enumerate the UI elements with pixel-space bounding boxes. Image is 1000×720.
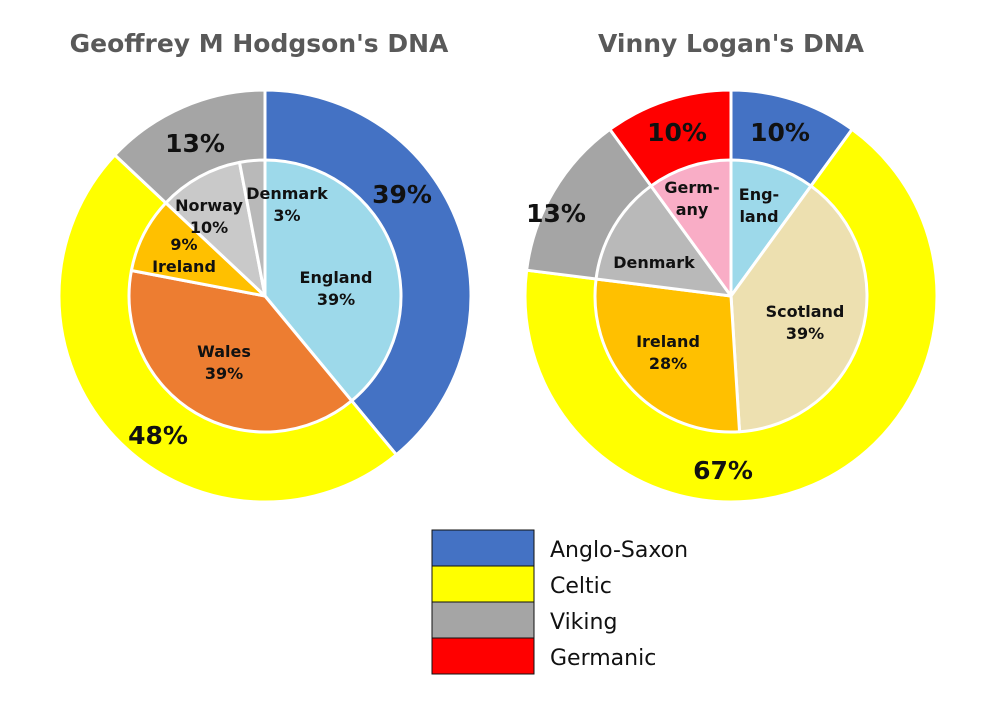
inner-label-wales: Wales 39% [197,342,251,383]
inner-label-germany: Germ-any [664,178,719,219]
inner-slice-denmark [594,184,733,298]
inner-label-line: 39% [317,290,355,309]
legend: Anglo-Saxon Celtic Viking Germanic [431,529,688,675]
outer-label-anglo-saxon: 10% [750,118,810,147]
inner-label-line: England [300,268,373,287]
inner-label-line: Norway [175,196,243,215]
inner-label-ireland: Ireland 28% [636,332,700,373]
inner-label-line: Denmark [246,184,328,203]
inner-slice-ireland [593,277,742,434]
inner-label-line: 28% [649,354,687,373]
inner-label-line: Denmark [613,253,695,272]
legend-swatch-viking [431,601,535,639]
legend-label-viking: Viking [550,610,617,635]
chart-title: Vinny Logan's DNA [598,29,865,58]
inner-label-line: Germ- [664,178,719,197]
inner-slice-england [263,158,403,403]
legend-label-celtic: Celtic [550,574,612,599]
outer-label-anglo-saxon: 39% [372,180,432,209]
inner-slice-scotland [729,184,869,434]
inner-label-line: Ireland [636,332,700,351]
chart-vinny: Vinny Logan's DNA 10% 67% 13% 10% Eng-land Sco… [523,29,939,504]
outer-label-celtic: 67% [693,456,753,485]
inner-label-denmark: Denmark [613,253,695,272]
inner-label-denmark: Denmark 3% [246,184,328,225]
inner-label-line: any [676,200,709,219]
inner-label-ireland: 9% Ireland [152,235,216,276]
inner-label-line: 39% [205,364,243,383]
inner-slice-england [729,158,813,298]
legend-swatch-anglo-saxon [431,529,535,567]
inner-label-line: Scotland [766,302,845,321]
inner-label-norway: Norway 10% [175,196,243,237]
chart-title: Geoffrey M Hodgson's DNA [70,29,449,58]
legend-label-anglo-saxon: Anglo-Saxon [550,538,688,563]
outer-label-celtic: 48% [128,421,188,450]
inner-label-line: Ireland [152,257,216,276]
inner-label-line: land [739,207,778,226]
chart-geoffrey: Geoffrey M Hodgson's DNA 39% 48% 13% England… [57,29,473,504]
inner-label-line: 10% [190,218,228,237]
inner-label-line: 3% [273,206,300,225]
legend-swatch-germanic [431,637,535,675]
inner-label-line: Wales [197,342,251,361]
inner-slice-norway [164,160,267,298]
inner-label-england: England 39% [300,268,373,309]
inner-label-line: Eng- [739,185,779,204]
inner-label-line: 9% [170,235,197,254]
inner-slice-denmark [238,158,267,298]
inner-slice-germany [649,158,733,298]
inner-slice-wales [127,269,354,434]
outer-label-viking: 13% [526,199,586,228]
outer-label-viking: 13% [165,129,225,158]
outer-label-germanic: 10% [647,118,707,147]
inner-label-line: 39% [786,324,824,343]
legend-label-germanic: Germanic [550,646,656,671]
inner-label-scotland: Scotland 39% [766,302,845,343]
legend-swatch-celtic [431,565,535,603]
inner-label-england: Eng-land [739,185,779,226]
